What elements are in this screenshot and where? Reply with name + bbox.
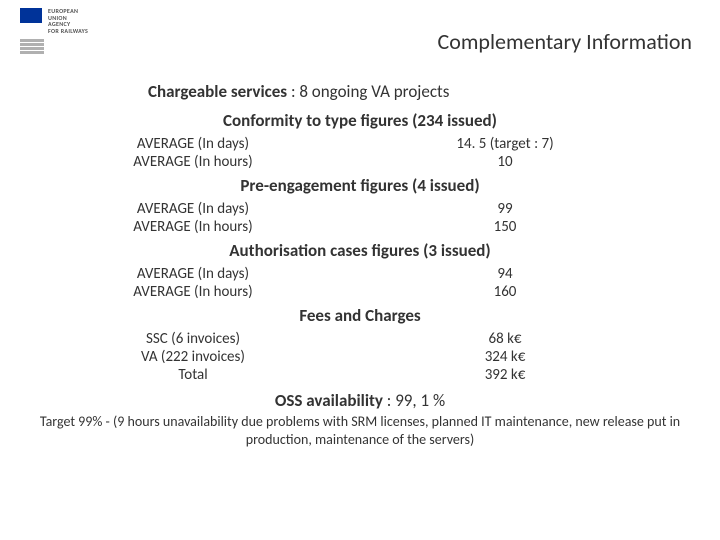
data-value: 324 k€ bbox=[318, 348, 692, 366]
oss-label: OSS availability bbox=[275, 390, 383, 411]
logo-text: EUROPEAN UNION AGENCY FOR RAILWAYS bbox=[48, 8, 88, 54]
data-label: AVERAGE (In hours) bbox=[28, 218, 318, 236]
data-row: VA (222 invoices) 324 k€ bbox=[28, 348, 692, 366]
content-area: Chargeable services : 8 ongoing VA proje… bbox=[0, 78, 720, 448]
chargeable-label: Chargeable services bbox=[148, 81, 287, 102]
data-value: 10 bbox=[318, 153, 692, 171]
data-row: Total 392 k€ bbox=[28, 366, 692, 384]
section-heading: Pre-engagement figures (4 issued) bbox=[28, 175, 692, 196]
data-row: AVERAGE (In hours) 150 bbox=[28, 218, 692, 236]
data-value: 68 k€ bbox=[318, 330, 692, 348]
agency-logo: EUROPEAN UNION AGENCY FOR RAILWAYS bbox=[20, 8, 88, 54]
data-value: 99 bbox=[318, 200, 692, 218]
data-value: 14. 5 (target : 7) bbox=[318, 135, 692, 153]
data-row: AVERAGE (In days) 99 bbox=[28, 200, 692, 218]
data-row: AVERAGE (In days) 94 bbox=[28, 265, 692, 283]
data-label: Total bbox=[28, 366, 318, 384]
data-row: AVERAGE (In hours) 10 bbox=[28, 153, 692, 171]
data-row: AVERAGE (In days) 14. 5 (target : 7) bbox=[28, 135, 692, 153]
oss-value: : 99, 1 % bbox=[387, 390, 445, 411]
data-label: AVERAGE (In days) bbox=[28, 200, 318, 218]
data-label: AVERAGE (In hours) bbox=[28, 283, 318, 301]
section-heading: Fees and Charges bbox=[28, 305, 692, 326]
data-label: SSC (6 invoices) bbox=[28, 330, 318, 348]
footer-note: Target 99% - (9 hours unavailability due… bbox=[28, 413, 692, 448]
chargeable-services-row: Chargeable services : 8 ongoing VA proje… bbox=[148, 81, 692, 102]
section-heading: Conformity to type figures (234 issued) bbox=[28, 110, 692, 131]
section-heading: Authorisation cases figures (3 issued) bbox=[28, 240, 692, 261]
logo-stripes-icon bbox=[20, 39, 44, 54]
data-row: SSC (6 invoices) 68 k€ bbox=[28, 330, 692, 348]
chargeable-value: : 8 ongoing VA projects bbox=[291, 81, 449, 102]
eu-flag-icon bbox=[20, 8, 42, 23]
data-label: AVERAGE (In days) bbox=[28, 265, 318, 283]
data-value: 160 bbox=[318, 283, 692, 301]
oss-row: OSS availability : 99, 1 % bbox=[28, 390, 692, 411]
data-value: 94 bbox=[318, 265, 692, 283]
data-label: AVERAGE (In hours) bbox=[28, 153, 318, 171]
page-title: Complementary Information bbox=[437, 28, 692, 55]
data-value: 392 k€ bbox=[318, 366, 692, 384]
data-label: AVERAGE (In days) bbox=[28, 135, 318, 153]
data-row: AVERAGE (In hours) 160 bbox=[28, 283, 692, 301]
data-label: VA (222 invoices) bbox=[28, 348, 318, 366]
data-value: 150 bbox=[318, 218, 692, 236]
